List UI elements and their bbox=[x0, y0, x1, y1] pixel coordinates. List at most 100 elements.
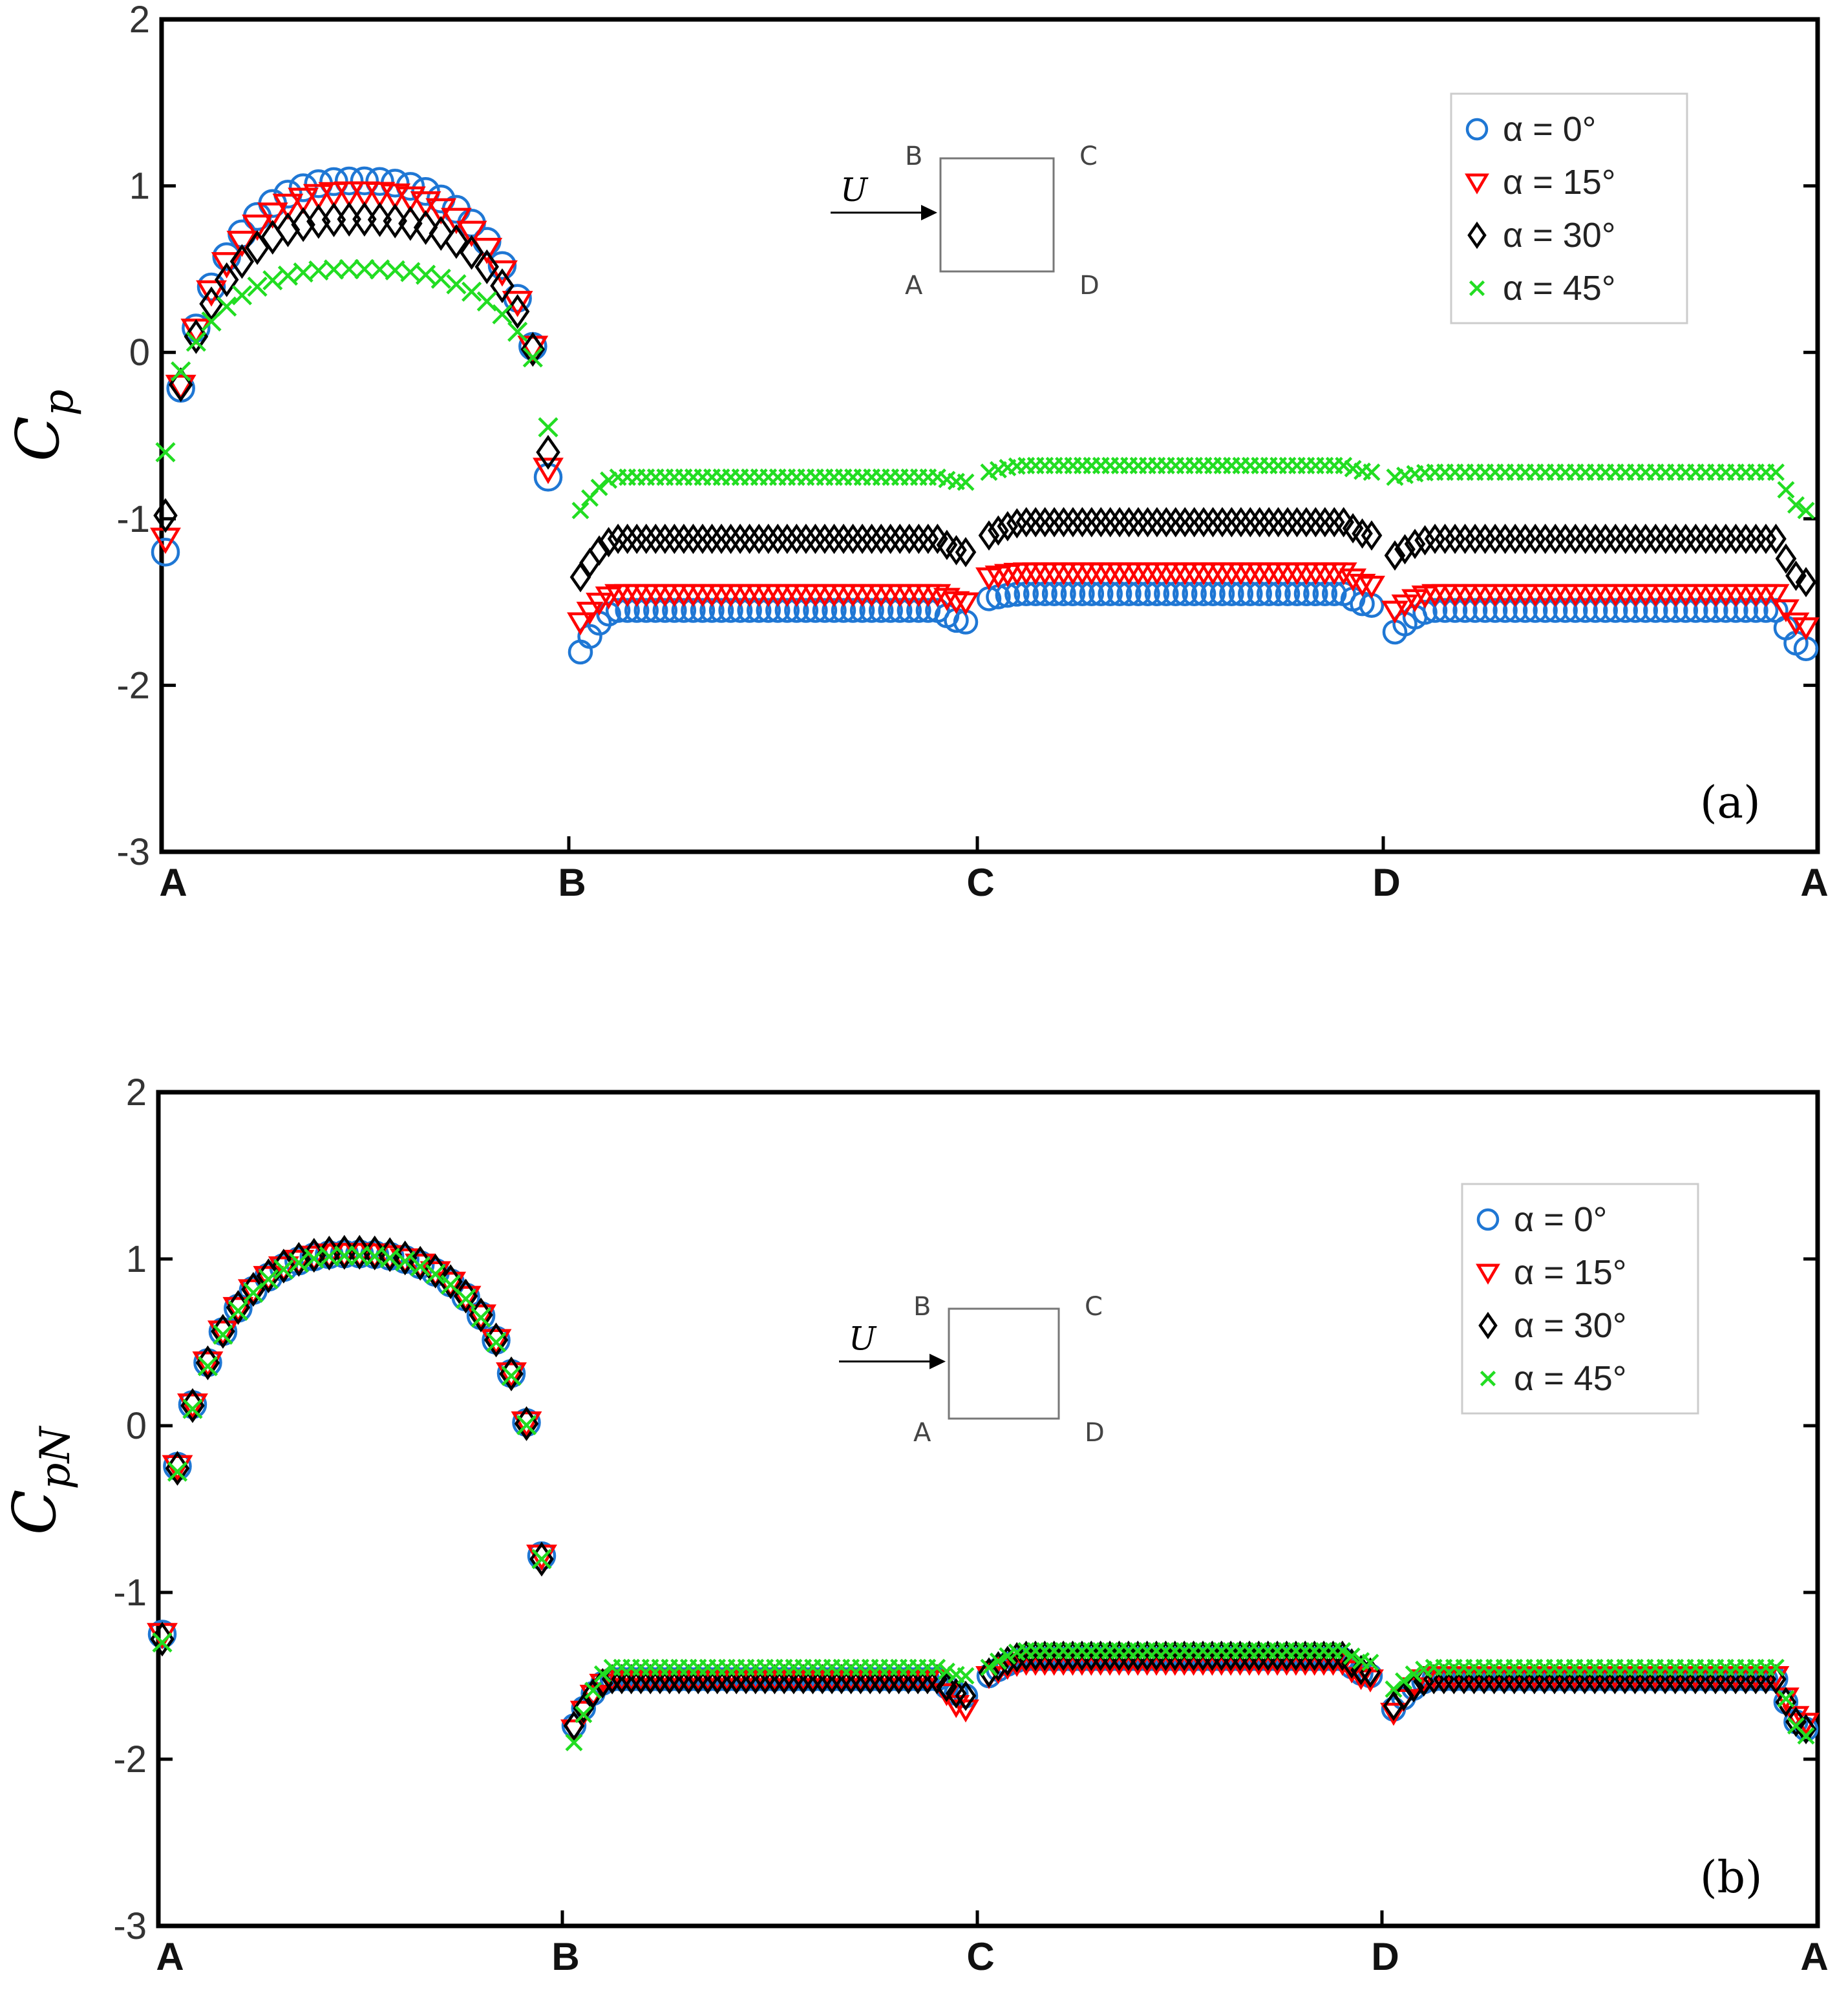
y-axis-label: Cp bbox=[3, 390, 83, 461]
data-point bbox=[889, 523, 911, 555]
data-point bbox=[1452, 598, 1478, 623]
data-point bbox=[978, 520, 1000, 551]
data-point bbox=[350, 166, 379, 196]
data-point bbox=[288, 1252, 309, 1273]
data-point bbox=[487, 260, 518, 287]
data-point bbox=[955, 536, 977, 567]
data-point bbox=[153, 498, 178, 533]
y-tick-label: 0 bbox=[126, 1405, 147, 1447]
data-point bbox=[1072, 507, 1093, 538]
data-point bbox=[617, 523, 639, 555]
data-point bbox=[1192, 1640, 1214, 1671]
data-point bbox=[957, 473, 975, 491]
data-point bbox=[1633, 598, 1659, 623]
data-point bbox=[1381, 600, 1408, 624]
data-point bbox=[1797, 1727, 1815, 1745]
data-point bbox=[952, 1699, 979, 1723]
data-point bbox=[212, 242, 241, 271]
data-point bbox=[245, 230, 270, 266]
data-point bbox=[1743, 598, 1768, 623]
data-point bbox=[1043, 507, 1065, 538]
data-point bbox=[1767, 1658, 1785, 1676]
data-point bbox=[1137, 507, 1158, 538]
data-point bbox=[748, 523, 770, 555]
data-point bbox=[152, 1632, 173, 1653]
data-point bbox=[1015, 1640, 1037, 1671]
data-point bbox=[1414, 525, 1436, 556]
data-point bbox=[1109, 1640, 1130, 1671]
data-point bbox=[480, 1329, 512, 1356]
flow-label: U bbox=[840, 171, 869, 209]
data-point bbox=[538, 417, 558, 438]
data-point bbox=[955, 1680, 977, 1711]
data-point bbox=[196, 272, 226, 302]
data-point bbox=[887, 598, 913, 623]
data-point bbox=[430, 268, 451, 289]
data-point bbox=[1733, 598, 1759, 623]
data-point bbox=[1797, 502, 1815, 520]
data-point bbox=[823, 523, 845, 555]
data-point bbox=[1202, 507, 1224, 538]
data-point bbox=[446, 274, 467, 295]
data-point bbox=[1285, 1640, 1307, 1671]
legend-label: α = 0° bbox=[1503, 110, 1596, 149]
data-point bbox=[567, 612, 594, 636]
data-point bbox=[1703, 598, 1728, 623]
data-point bbox=[1164, 1640, 1186, 1671]
inset-corner-label: A bbox=[905, 271, 923, 301]
data-point bbox=[1295, 507, 1317, 538]
y-tick-label: 2 bbox=[129, 0, 150, 41]
data-point bbox=[1753, 598, 1779, 623]
data-point bbox=[1713, 598, 1739, 623]
data-point bbox=[1099, 507, 1121, 538]
data-point bbox=[247, 276, 268, 297]
data-point bbox=[957, 1667, 975, 1685]
data-point bbox=[522, 347, 543, 368]
inset-corner-label: C bbox=[1079, 142, 1098, 171]
data-point bbox=[1266, 1640, 1288, 1671]
data-point bbox=[1348, 573, 1376, 597]
data-point bbox=[1165, 507, 1187, 538]
data-point bbox=[1220, 1640, 1242, 1671]
data-point bbox=[833, 523, 855, 555]
data-point bbox=[242, 215, 273, 241]
y-axis-label: CpN bbox=[0, 1426, 80, 1535]
data-point bbox=[1404, 529, 1426, 560]
data-point bbox=[662, 598, 687, 623]
data-point bbox=[980, 1658, 998, 1676]
data-point bbox=[563, 1710, 585, 1741]
data-point bbox=[502, 291, 533, 317]
data-point bbox=[774, 598, 800, 623]
data-point bbox=[349, 1245, 370, 1266]
data-point bbox=[1553, 598, 1578, 623]
data-point bbox=[474, 249, 500, 284]
data-point bbox=[1118, 507, 1140, 538]
data-point bbox=[516, 1415, 537, 1435]
data-point bbox=[598, 527, 619, 558]
data-point bbox=[1339, 568, 1367, 592]
data-point bbox=[435, 1271, 467, 1298]
legend: α = 0° α = 15° α = 30° α = 45° bbox=[1450, 92, 1688, 324]
data-point bbox=[861, 523, 882, 555]
data-point bbox=[708, 598, 734, 623]
x-tick-label: A bbox=[1800, 861, 1828, 904]
series-3 bbox=[155, 259, 1815, 520]
data-point bbox=[1785, 1706, 1807, 1737]
data-point bbox=[1015, 507, 1037, 538]
data-point bbox=[1174, 507, 1196, 538]
data-point bbox=[444, 224, 469, 259]
data-point bbox=[348, 181, 380, 208]
data-point bbox=[933, 587, 961, 611]
data-point bbox=[1071, 1640, 1093, 1671]
y-axis-label-main: C bbox=[3, 416, 72, 461]
data-point bbox=[1391, 594, 1419, 618]
data-point bbox=[201, 311, 222, 332]
data-point bbox=[664, 523, 685, 555]
x-tick-label: B bbox=[551, 1935, 579, 1978]
y-tick-label: -2 bbox=[116, 664, 150, 706]
data-point bbox=[692, 523, 714, 555]
data-point bbox=[739, 523, 760, 555]
square-cylinder bbox=[939, 157, 1055, 273]
data-point bbox=[590, 478, 608, 496]
